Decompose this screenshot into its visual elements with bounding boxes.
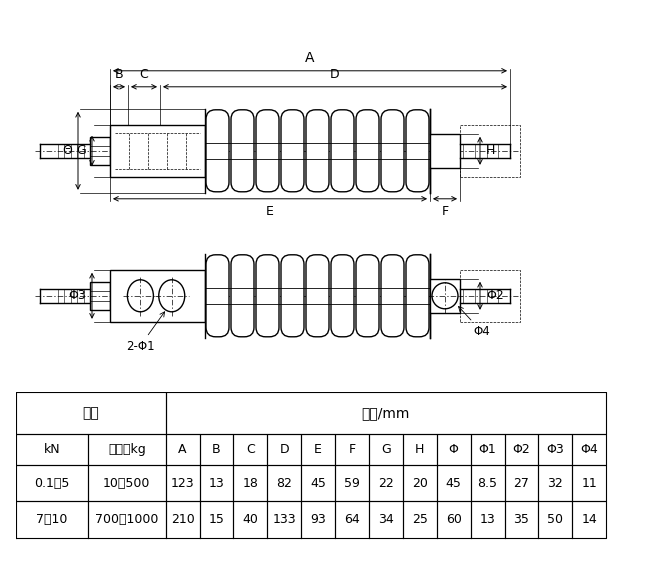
Text: 相当于kg: 相当于kg — [108, 443, 146, 456]
Text: Φ: Φ — [449, 443, 459, 456]
Text: 25: 25 — [412, 513, 428, 526]
Text: 0.1～5: 0.1～5 — [34, 477, 70, 490]
FancyBboxPatch shape — [306, 110, 329, 192]
Text: 2-Φ1: 2-Φ1 — [126, 312, 164, 353]
Text: 14: 14 — [582, 513, 597, 526]
Text: Φ2: Φ2 — [512, 443, 531, 456]
Text: 64: 64 — [344, 513, 360, 526]
FancyBboxPatch shape — [406, 255, 429, 337]
Text: Φ2: Φ2 — [486, 289, 504, 302]
FancyBboxPatch shape — [231, 110, 254, 192]
FancyBboxPatch shape — [381, 255, 404, 337]
Bar — [110, 125, 205, 177]
Text: B: B — [115, 68, 124, 81]
Text: 量程: 量程 — [83, 406, 99, 420]
FancyBboxPatch shape — [256, 110, 279, 192]
Bar — [460, 125, 520, 177]
Text: Θ: Θ — [62, 144, 72, 158]
FancyBboxPatch shape — [381, 110, 404, 192]
Text: 27: 27 — [514, 477, 529, 490]
FancyBboxPatch shape — [231, 255, 254, 337]
Text: H: H — [415, 443, 424, 456]
Text: 13: 13 — [479, 513, 496, 526]
Text: Φ4: Φ4 — [459, 306, 490, 338]
FancyBboxPatch shape — [281, 255, 304, 337]
Text: E: E — [266, 205, 274, 218]
Text: 60: 60 — [446, 513, 461, 526]
Text: 35: 35 — [514, 513, 529, 526]
FancyBboxPatch shape — [306, 255, 329, 337]
Text: 93: 93 — [311, 513, 326, 526]
Text: A: A — [179, 443, 187, 456]
Text: 8.5: 8.5 — [477, 477, 498, 490]
Text: 7～10: 7～10 — [36, 513, 68, 526]
Text: C: C — [246, 443, 255, 456]
FancyBboxPatch shape — [206, 255, 229, 337]
Text: 34: 34 — [378, 513, 394, 526]
Text: 210: 210 — [171, 513, 195, 526]
Text: 18: 18 — [243, 477, 258, 490]
Text: D: D — [330, 68, 340, 81]
Text: 15: 15 — [208, 513, 225, 526]
FancyBboxPatch shape — [256, 255, 279, 337]
Bar — [90, 282, 110, 310]
Bar — [460, 270, 520, 322]
FancyBboxPatch shape — [356, 110, 379, 192]
Text: 700～1000: 700～1000 — [95, 513, 159, 526]
Text: 22: 22 — [378, 477, 394, 490]
Text: 133: 133 — [272, 513, 296, 526]
Text: 82: 82 — [276, 477, 292, 490]
Text: 123: 123 — [171, 477, 194, 490]
Text: kN: kN — [44, 443, 60, 456]
Text: 45: 45 — [310, 477, 326, 490]
Text: 50: 50 — [547, 513, 564, 526]
Text: Φ4: Φ4 — [580, 443, 598, 456]
Text: F: F — [441, 205, 448, 218]
FancyBboxPatch shape — [281, 110, 304, 192]
Text: 20: 20 — [412, 477, 428, 490]
Text: Φ3: Φ3 — [547, 443, 564, 456]
Text: 10～500: 10～500 — [103, 477, 151, 490]
Bar — [90, 137, 110, 165]
Text: 45: 45 — [446, 477, 461, 490]
FancyBboxPatch shape — [406, 110, 429, 192]
Text: 尺寸/mm: 尺寸/mm — [362, 406, 410, 420]
Text: Φ1: Φ1 — [479, 443, 496, 456]
Bar — [430, 134, 460, 168]
Text: 32: 32 — [547, 477, 563, 490]
Text: A: A — [305, 51, 314, 65]
Text: D: D — [280, 443, 289, 456]
Text: 40: 40 — [243, 513, 258, 526]
Text: G: G — [381, 443, 391, 456]
Text: Φ3: Φ3 — [68, 289, 86, 302]
Text: C: C — [140, 68, 148, 81]
Bar — [110, 270, 205, 322]
Text: E: E — [314, 443, 322, 456]
Text: H: H — [486, 144, 496, 158]
Text: 11: 11 — [582, 477, 597, 490]
FancyBboxPatch shape — [331, 110, 354, 192]
FancyBboxPatch shape — [331, 255, 354, 337]
FancyBboxPatch shape — [206, 110, 229, 192]
Text: G: G — [76, 144, 86, 158]
Text: 13: 13 — [208, 477, 225, 490]
FancyBboxPatch shape — [356, 255, 379, 337]
Text: B: B — [212, 443, 221, 456]
Bar — [430, 279, 460, 313]
Text: 59: 59 — [344, 477, 360, 490]
Text: F: F — [349, 443, 356, 456]
